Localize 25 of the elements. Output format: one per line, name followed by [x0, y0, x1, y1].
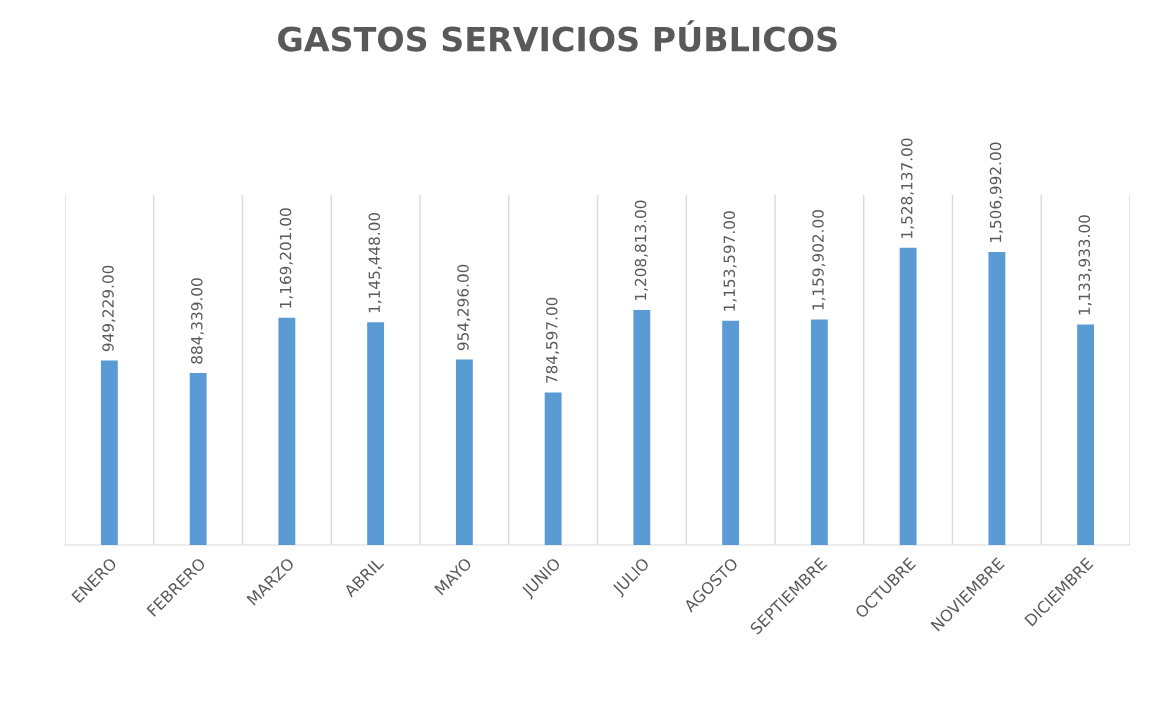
bar — [544, 392, 562, 545]
bar — [722, 320, 740, 545]
data-label: 954,296.00 — [457, 264, 471, 351]
bar — [633, 309, 651, 545]
bar — [367, 322, 385, 545]
data-label: 1,506,992.00 — [989, 142, 1003, 242]
data-label: 1,133,933.00 — [1078, 215, 1092, 315]
bar — [1077, 324, 1095, 545]
bar — [100, 360, 118, 545]
data-label: 1,153,597.00 — [723, 211, 737, 311]
data-label: 1,159,902.00 — [812, 210, 826, 310]
chart-title: GASTOS SERVICIOS PÚBLICOS — [278, 20, 837, 52]
bar — [988, 251, 1006, 545]
bar — [189, 373, 207, 545]
data-label: 1,145,448.00 — [368, 212, 382, 313]
bar — [278, 317, 296, 545]
data-label: 1,208,813.00 — [634, 200, 648, 300]
data-label: 1,528,137.00 — [901, 138, 915, 238]
bar — [899, 247, 917, 545]
data-label: 784,597.00 — [546, 297, 560, 383]
bar — [455, 359, 473, 545]
data-label: 1,169,201.00 — [279, 208, 293, 308]
bar — [810, 319, 828, 545]
data-label: 884,339.00 — [191, 278, 205, 364]
data-label: 949,229.00 — [102, 265, 116, 352]
